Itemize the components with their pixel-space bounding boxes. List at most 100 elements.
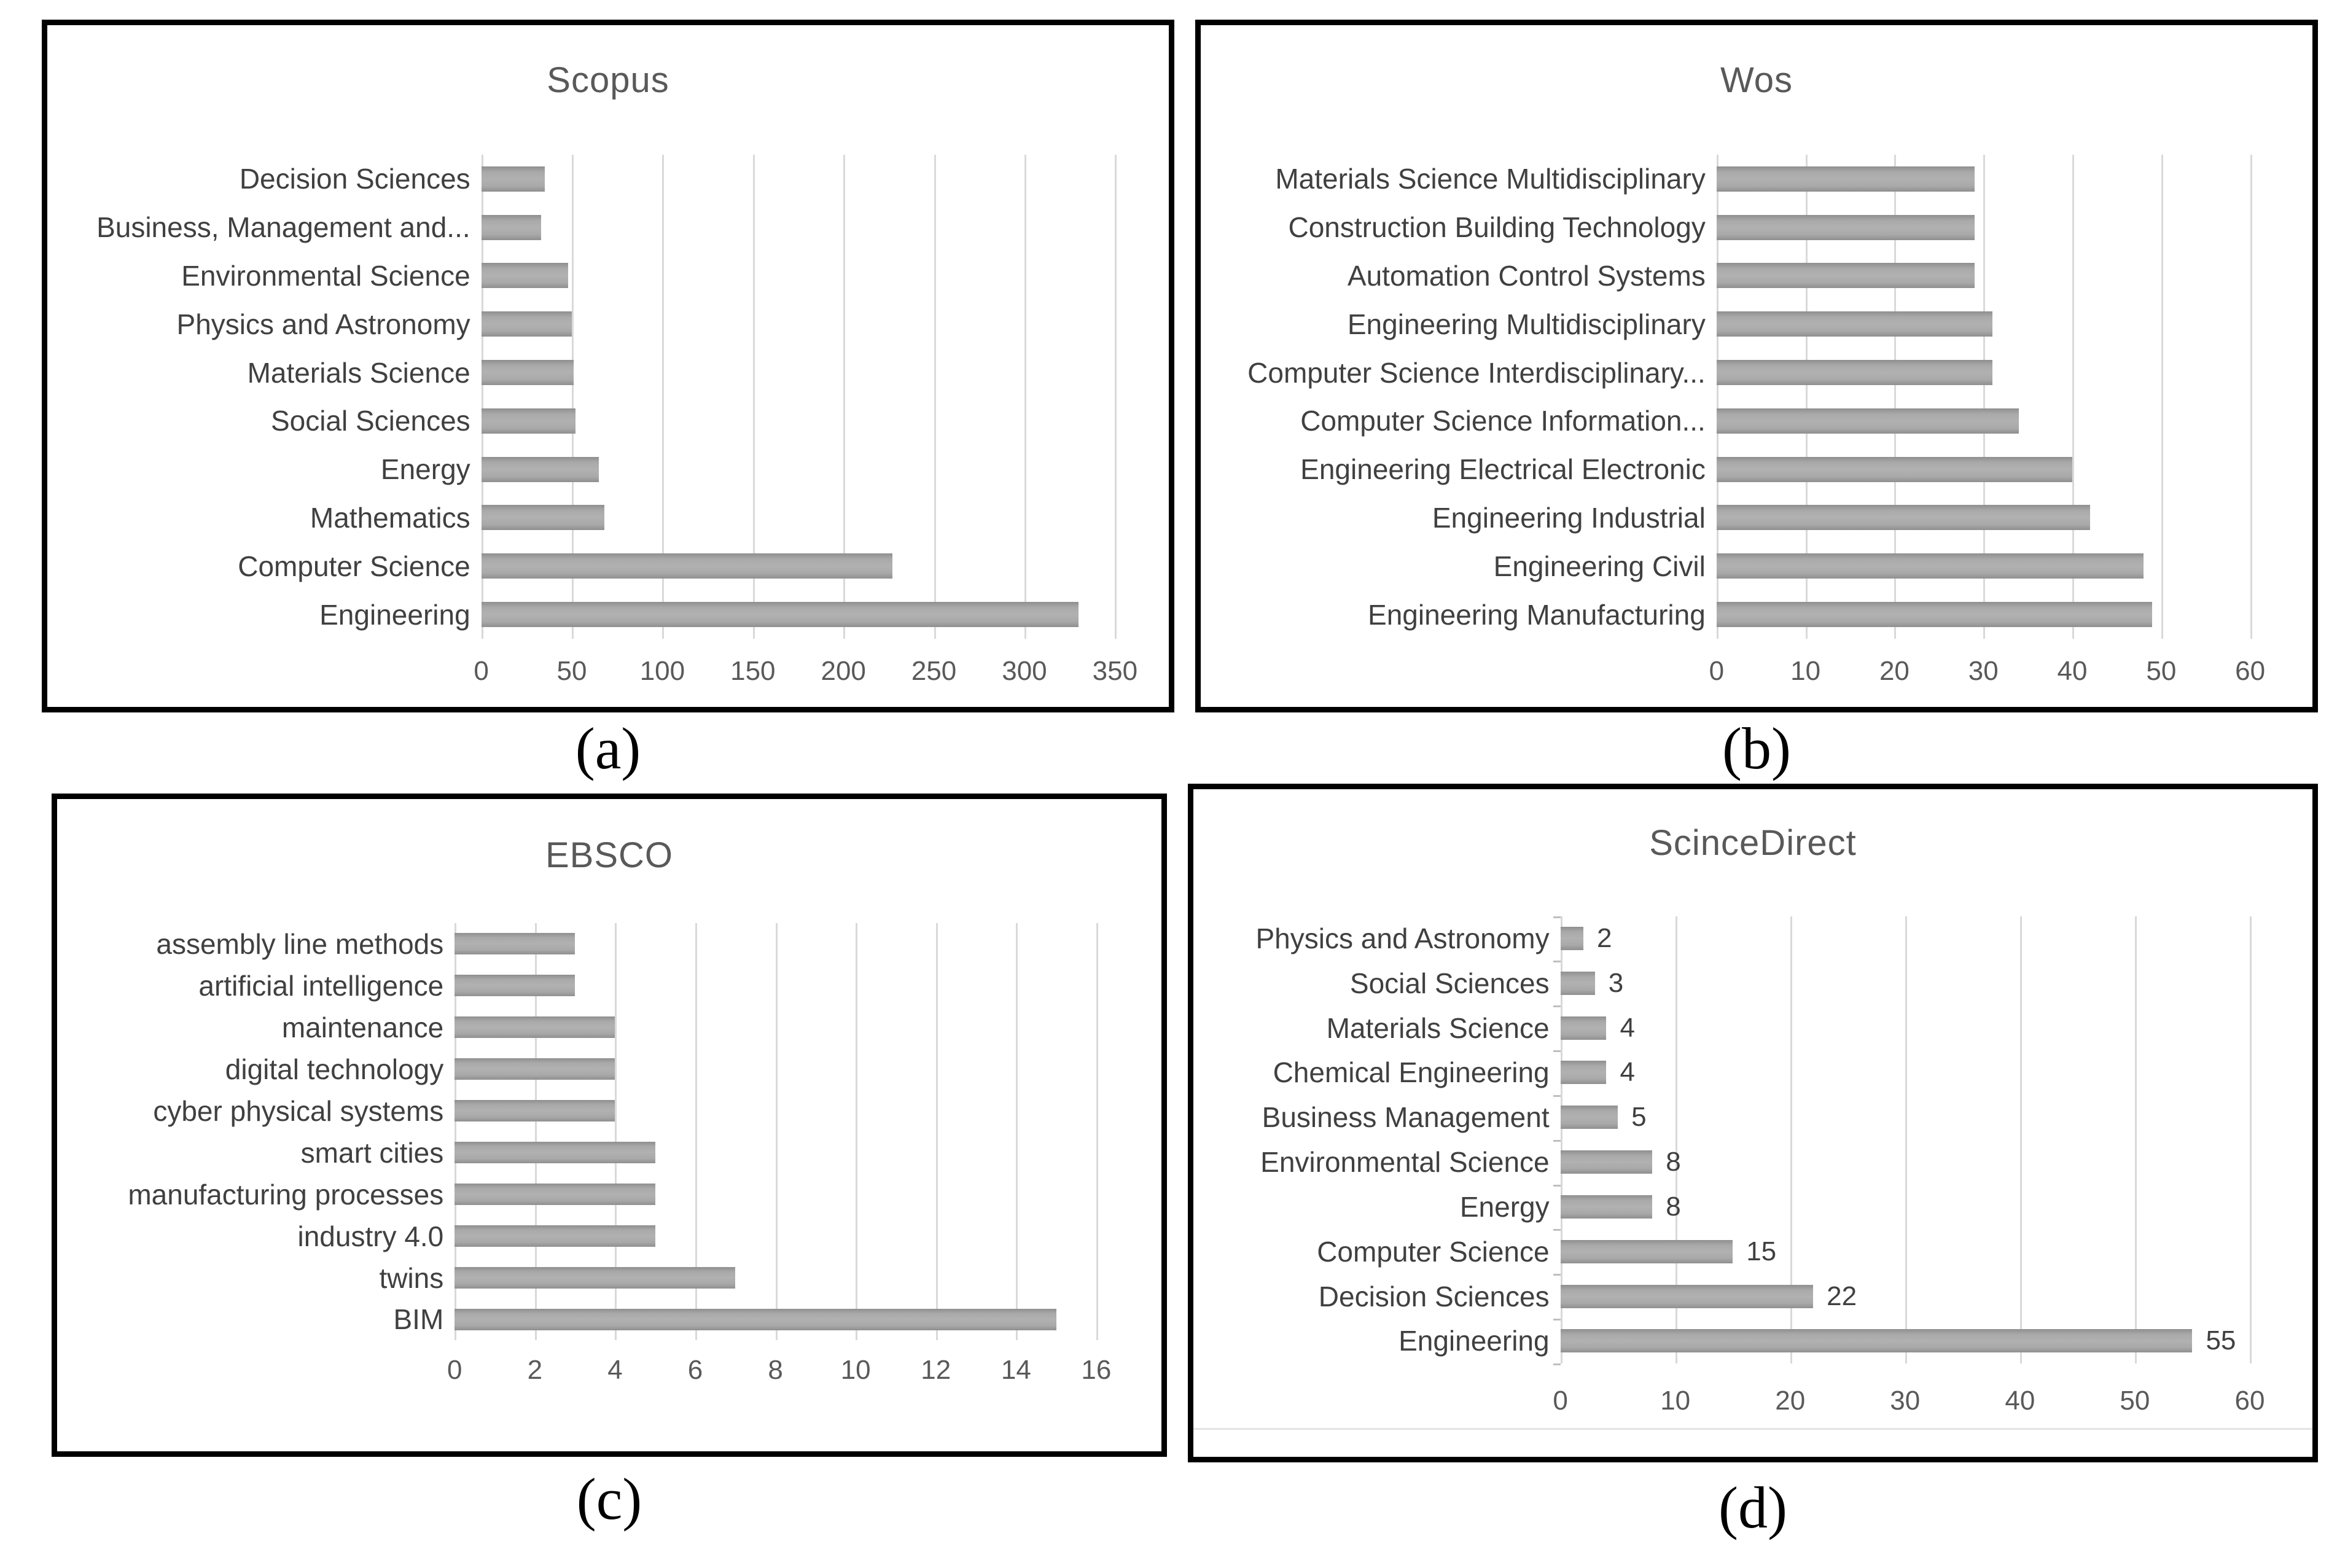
category-label: Physics and Astronomy [1255,922,1550,954]
x-axis-tick-label: 6 [687,1354,703,1385]
bar [481,505,605,531]
gridline [2072,154,2075,639]
gridline [2019,916,2022,1363]
x-axis-tick-label: 30 [1890,1385,1921,1416]
x-axis-tick-label: 20 [1879,655,1910,686]
category-label: manufacturing processes [128,1178,444,1211]
category-label: assembly line methods [156,927,444,960]
bar [1716,263,1975,289]
chart-box-scopus: Scopus 0 50 100 150 200 250 300 350 Decision Scie… [42,20,1174,712]
category-label: Computer Science [238,550,470,582]
bar [481,214,541,240]
category-label: Materials Science [1326,1012,1550,1044]
bar [454,1266,736,1289]
chart-title: EBSCO [545,835,674,876]
bar [454,1099,615,1122]
bar [1560,1239,1733,1263]
gridline [1675,916,1677,1363]
bar [454,1183,655,1206]
gridline [752,154,755,639]
category-axis-tick [1553,1050,1561,1053]
category-label: Materials Science Multidisciplinary [1275,163,1706,195]
gridline [856,922,858,1341]
chart-title: Wos [1720,60,1793,100]
x-axis-tick-label: 10 [840,1354,871,1385]
bar [1560,1150,1653,1174]
category-axis-tick [1553,1139,1561,1142]
gridline [695,922,698,1341]
gridline [1016,922,1018,1341]
caption-a: (a) [575,716,641,781]
category-label: digital technology [225,1053,444,1085]
bar [481,408,575,434]
bar [481,263,569,289]
gridline [2249,916,2252,1363]
chart-box-ebsco: EBSCO 0 2 4 6 8 10 12 14 16 assembly line methods a… [52,794,1167,1457]
category-label: Energy [1459,1190,1550,1223]
category-label: Automation Control Systems [1347,259,1706,292]
x-axis-tick-label: 300 [1002,655,1047,686]
x-axis-tick-label: 8 [768,1354,783,1385]
bar [1560,1195,1653,1219]
gridline [615,922,617,1341]
gridline [1024,154,1026,639]
category-label: Engineering Civil [1493,550,1706,582]
category-axis-tick [1553,916,1561,918]
bar-value-label: 4 [1620,1012,1635,1043]
bar [1716,553,2144,579]
gridline [662,154,665,639]
category-label: Energy [380,453,470,486]
bar-value-label: 22 [1827,1281,1857,1311]
bar [1560,1329,2193,1353]
gridline [934,154,936,639]
gridline [2134,916,2137,1363]
category-label: Social Sciences [1349,967,1550,999]
gridline [1096,922,1098,1341]
x-axis-tick-label: 0 [1553,1385,1568,1416]
chart-title: ScinceDirect [1649,823,1857,864]
gridline [1905,916,1907,1363]
bar [1716,311,1992,337]
gridline [534,922,537,1341]
bar [454,1225,655,1247]
category-label: BIM [393,1303,444,1336]
bar [481,166,545,192]
x-axis-tick-label: 150 [730,655,776,686]
gridline [1790,916,1792,1363]
category-label: smart cities [300,1136,444,1169]
bar-value-label: 55 [2206,1325,2236,1356]
bar-value-label: 15 [1746,1236,1777,1266]
category-label: Business, Management and... [96,211,470,244]
x-axis-tick-label: 60 [2235,655,2266,686]
bar [481,311,572,337]
x-axis-tick-label: 20 [1775,1385,1806,1416]
gridline [1716,154,1718,639]
category-label: Computer Science [1317,1235,1550,1268]
category-axis-tick [1553,1363,1561,1365]
bar [1716,505,2090,531]
x-axis-tick-label: 200 [821,655,866,686]
bar [481,456,599,482]
chart-ebsco: EBSCO 0 2 4 6 8 10 12 14 16 assembly line methods a… [57,799,1161,1451]
category-axis-tick [1553,1229,1561,1231]
category-axis-tick [1553,1318,1561,1320]
bar [481,360,574,386]
category-label: Engineering Manufacturing [1368,598,1706,631]
bar [454,1141,655,1164]
category-label: industry 4.0 [297,1220,444,1252]
gridline [1115,154,1117,639]
caption-c: (c) [576,1466,642,1532]
x-axis-tick-label: 12 [921,1354,951,1385]
category-label: Physics and Astronomy [176,308,470,340]
x-axis-tick-label: 14 [1001,1354,1031,1385]
x-axis-tick-label: 4 [607,1354,623,1385]
category-label: Mathematics [310,501,470,534]
category-label: Social Sciences [270,405,470,437]
gridline [2250,154,2252,639]
x-axis-tick-label: 10 [1790,655,1821,686]
gridline [843,154,846,639]
x-axis-tick-label: 50 [2146,655,2177,686]
gridline [1894,154,1897,639]
category-label: twins [379,1262,444,1294]
